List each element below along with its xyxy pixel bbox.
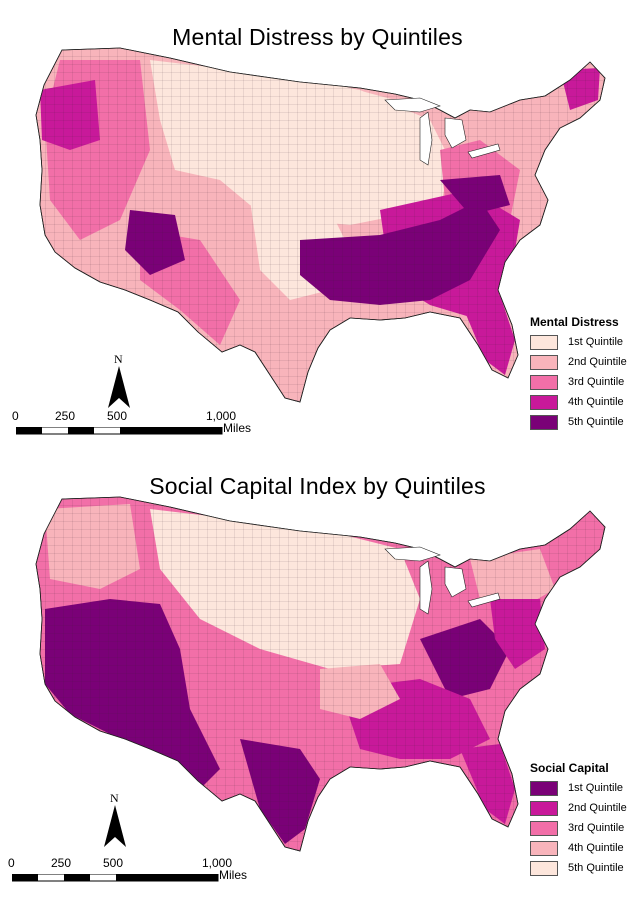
legend-item: 2nd Quintile bbox=[530, 352, 627, 372]
scale-tick-0: 0 bbox=[8, 856, 15, 870]
legend-item: 5th Quintile bbox=[530, 412, 627, 432]
north-letter: N bbox=[114, 352, 123, 366]
legend-label: 5th Quintile bbox=[568, 416, 624, 428]
legend-item: 4th Quintile bbox=[530, 392, 627, 412]
scale-tick-500: 500 bbox=[103, 856, 124, 870]
scale-bar: 0 250 500 1,000 Miles bbox=[6, 856, 256, 886]
north-arrow-icon bbox=[108, 366, 130, 408]
scale-bar-graphic bbox=[12, 874, 219, 882]
scale-unit: Miles bbox=[219, 868, 248, 882]
legend-item: 1st Quintile bbox=[530, 778, 627, 798]
legend-swatch bbox=[530, 414, 558, 430]
legend-item: 3rd Quintile bbox=[530, 818, 627, 838]
lake-superior bbox=[384, 97, 441, 113]
legend-swatch bbox=[530, 374, 558, 390]
scale-tick-500: 500 bbox=[107, 409, 128, 423]
legend-swatch bbox=[530, 800, 558, 816]
legend-swatch bbox=[530, 394, 558, 410]
legend-swatch bbox=[530, 354, 558, 370]
lake-erie bbox=[467, 592, 501, 608]
legend: Social Capital 1st Quintile 2nd Quintile… bbox=[530, 761, 627, 878]
legend-label: 1st Quintile bbox=[568, 782, 624, 794]
lake-michigan bbox=[419, 111, 433, 166]
legend-title: Mental Distress bbox=[530, 315, 619, 329]
legend-swatch bbox=[530, 334, 558, 350]
legend-item: 1st Quintile bbox=[530, 332, 627, 352]
social-capital-map bbox=[35, 496, 606, 852]
north-arrow: N bbox=[106, 352, 132, 408]
legend-item: 3rd Quintile bbox=[530, 372, 627, 392]
legend-label: 4th Quintile bbox=[568, 396, 624, 408]
legend-label: 2nd Quintile bbox=[568, 356, 627, 368]
legend-label: 3rd Quintile bbox=[568, 822, 625, 834]
scale-unit: Miles bbox=[223, 421, 252, 435]
legend-swatch bbox=[530, 860, 558, 876]
lake-erie bbox=[467, 143, 501, 159]
scale-bar-graphic bbox=[16, 427, 223, 435]
lake-huron bbox=[444, 566, 467, 598]
scale-tick-1000: 1,000 bbox=[202, 856, 233, 870]
legend-swatch bbox=[530, 840, 558, 856]
lake-michigan bbox=[419, 560, 433, 615]
scale-tick-1000: 1,000 bbox=[206, 409, 237, 423]
legend-item: 5th Quintile bbox=[530, 858, 627, 878]
legend-swatch bbox=[530, 780, 558, 796]
mental-distress-panel: Mental Distress by Quintiles N 0 250 500… bbox=[10, 24, 627, 439]
lake-superior bbox=[384, 546, 441, 562]
scale-bar: 0 250 500 1,000 Miles bbox=[10, 409, 260, 439]
legend-swatch bbox=[530, 820, 558, 836]
scale-tick-0: 0 bbox=[12, 409, 19, 423]
page-title: Social Capital Index by Quintiles bbox=[149, 473, 486, 499]
north-arrow: N bbox=[102, 791, 128, 847]
north-letter: N bbox=[110, 791, 119, 805]
mental-distress-map bbox=[35, 47, 606, 403]
lake-huron bbox=[444, 117, 467, 149]
legend-label: 3rd Quintile bbox=[568, 376, 625, 388]
page-title: Mental Distress by Quintiles bbox=[172, 24, 463, 50]
legend-label: 2nd Quintile bbox=[568, 802, 627, 814]
legend-label: 4th Quintile bbox=[568, 842, 624, 854]
north-arrow-icon bbox=[104, 805, 126, 847]
legend: Mental Distress 1st Quintile 2nd Quintil… bbox=[530, 315, 627, 432]
legend-title: Social Capital bbox=[530, 761, 609, 775]
legend-label: 5th Quintile bbox=[568, 862, 624, 874]
scale-tick-250: 250 bbox=[51, 856, 72, 870]
scale-tick-250: 250 bbox=[55, 409, 76, 423]
legend-label: 1st Quintile bbox=[568, 336, 624, 348]
social-capital-panel: Social Capital Index by Quintiles N 0 25… bbox=[0, 449, 635, 898]
legend-item: 4th Quintile bbox=[530, 838, 627, 858]
legend-item: 2nd Quintile bbox=[530, 798, 627, 818]
